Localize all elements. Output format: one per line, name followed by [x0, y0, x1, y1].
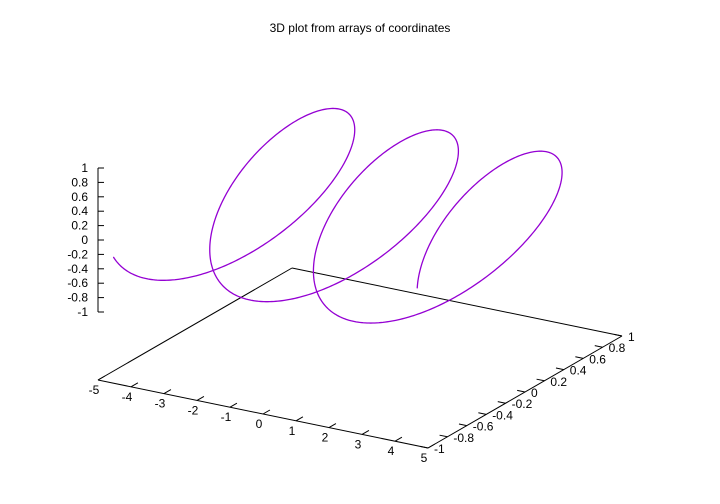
x-tick-mark [130, 382, 139, 388]
z-axis: -1-0.8-0.6-0.4-0.200.20.40.60.81 [67, 161, 104, 319]
x-tick-label: 1 [289, 424, 296, 438]
y-tick-mark [555, 367, 564, 371]
y-tick-mark [594, 345, 603, 348]
x-tick-mark [295, 416, 304, 422]
y-tick-mark [536, 378, 545, 382]
series-line [112, 107, 563, 324]
y-tick-mark [497, 401, 506, 404]
z-tick-label: 0 [81, 233, 88, 247]
y-tick-label: 0.6 [589, 352, 606, 366]
y-tick-label: 0.2 [550, 375, 567, 389]
z-tick-label: 1 [81, 161, 88, 175]
x-axis: -5 -4 -3 -2 -1 0 1 2 3 4 5 [89, 375, 436, 465]
y-tick-mark [478, 412, 487, 415]
y-tick-label: 0.8 [609, 341, 626, 355]
x-tick-mark [229, 402, 238, 408]
x-tick-mark [361, 429, 370, 435]
back-frame-line [291, 267, 623, 337]
y-tick-label: 0.4 [570, 364, 587, 378]
x-tick-label: 4 [388, 444, 395, 458]
z-tick-label: -0.2 [67, 247, 88, 261]
chart-title: 3D plot from arrays of coordinates [270, 21, 451, 35]
x-tick-label: -4 [122, 390, 133, 404]
z-tick-label: 0.8 [71, 175, 88, 189]
x-tick-label: -2 [188, 403, 199, 417]
y-tick-label: -0.8 [453, 431, 474, 445]
x-tick-label: -5 [89, 383, 100, 397]
y-tick-label: 0 [531, 386, 538, 400]
x-tick-mark [262, 409, 271, 415]
base-frame [97, 267, 623, 449]
z-tick-label: -0.6 [67, 276, 88, 290]
y-tick-label: -0.4 [492, 408, 513, 422]
left-frame-line [97, 267, 293, 381]
y-tick-mark [517, 389, 526, 393]
y-tick-label: 1 [628, 330, 635, 344]
x-tick-mark [427, 443, 436, 449]
z-tick-label: -1 [77, 305, 88, 319]
y-tick-label: -0.6 [473, 420, 494, 434]
y-tick-mark [420, 445, 429, 449]
series-layer [112, 107, 563, 324]
z-tick-label: 0.6 [71, 190, 88, 204]
x-tick-label: 2 [322, 431, 329, 445]
y-axis: -1 -0.8-0.6-0.4-0.20 0.20.40.60.81 [420, 330, 635, 456]
z-tick-label: -0.8 [67, 291, 88, 305]
y-tick-mark [614, 333, 623, 337]
x-tick-mark [328, 423, 337, 429]
x-tick-label: 3 [355, 437, 362, 451]
y-tick-label: -0.2 [512, 397, 533, 411]
x-tick-label: -3 [155, 397, 166, 411]
x-tick-mark [196, 395, 205, 401]
y-tick-mark [439, 434, 448, 438]
z-tick-label: 0.2 [71, 219, 88, 233]
x-tick-label: -1 [221, 410, 232, 424]
x-tick-mark [163, 389, 172, 395]
z-tick-label: 0.4 [71, 204, 88, 218]
y-tick-mark [458, 423, 467, 427]
y-tick-mark [575, 356, 584, 359]
x-tick-mark [97, 375, 106, 381]
y-tick-label: -1 [434, 442, 445, 456]
x-tick-label: 0 [256, 417, 263, 431]
z-tick-label: -0.4 [67, 262, 88, 276]
x-tick-mark [394, 436, 403, 442]
x-tick-label: 5 [421, 451, 428, 465]
